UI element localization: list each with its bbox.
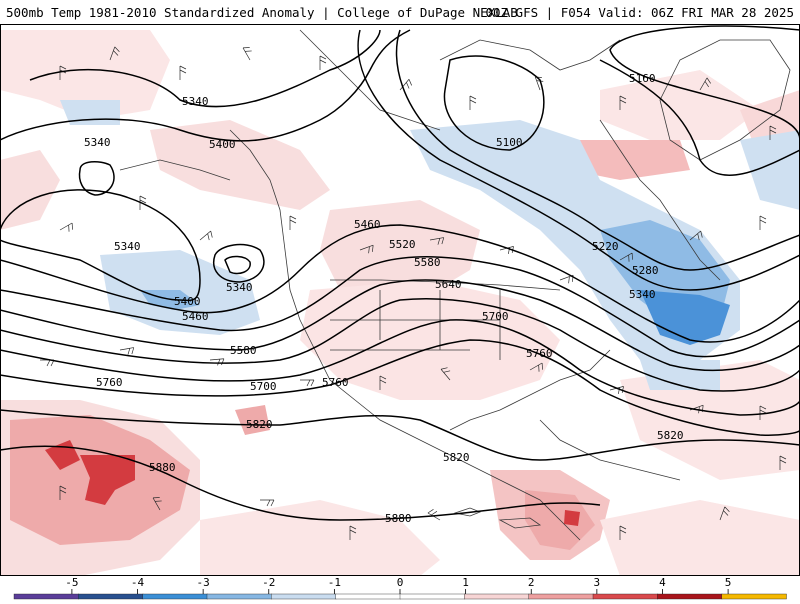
colorbar-segment <box>464 593 530 600</box>
colorbar-segment <box>142 593 208 600</box>
colorbar-tick-label: -4 <box>131 576 145 589</box>
model-run-info: 00Z GFS | F054 Valid: 06Z FRI MAR 28 202… <box>485 5 794 20</box>
contour-label: 5220 <box>592 240 619 253</box>
colorbar-segment <box>78 593 144 600</box>
colorbar-segment <box>335 593 401 600</box>
contour-label: 5340 <box>182 95 209 108</box>
colorbar-segment <box>271 593 337 600</box>
colorbar-segment <box>592 593 659 600</box>
contour-label: 5520 <box>389 238 416 251</box>
colorbar-tick-label: 0 <box>397 576 404 589</box>
colorbar-segment <box>399 593 466 600</box>
contour-label-layer: 5340 5340 5340 5340 5340 5400 5400 5460 … <box>84 72 684 525</box>
contour-label: 5880 <box>385 512 412 525</box>
colorbar-tick-label: 5 <box>725 576 732 589</box>
colorbar-segment <box>657 593 723 600</box>
contour-label: 5820 <box>246 418 273 431</box>
contour-label: 5280 <box>632 264 659 277</box>
contour-label: 5580 <box>414 256 441 269</box>
contour-label: 5760 <box>96 376 123 389</box>
contour-label: 5760 <box>322 376 349 389</box>
contour-label: 5340 <box>226 281 253 294</box>
header-bar: 500mb Temp 1981-2010 Standardized Anomal… <box>0 0 800 24</box>
cold-anomaly-shading <box>60 100 800 390</box>
coastlines <box>119 29 791 541</box>
colorbar-tick-label: -5 <box>65 576 78 589</box>
colorbar-tick-label: 1 <box>462 576 469 589</box>
colorbar: -5 -4 -3 -2 -1 0 1 2 3 4 5 <box>0 576 800 600</box>
colorbar-graphic: -5 -4 -3 -2 -1 0 1 2 3 4 5 <box>13 576 787 600</box>
contour-label: 5760 <box>526 347 553 360</box>
contour-label: 5820 <box>443 451 470 464</box>
contour-label: 5580 <box>230 344 257 357</box>
contour-label: 5340 <box>629 288 656 301</box>
contour-label: 5460 <box>354 218 381 231</box>
contour-label: 5400 <box>209 138 236 151</box>
contour-label: 5640 <box>435 278 462 291</box>
colorbar-segment <box>206 593 273 600</box>
contour-label: 5340 <box>84 136 111 149</box>
colorbar-segment <box>528 593 594 600</box>
height-contours <box>0 25 800 521</box>
colorbar-tick-label: -1 <box>328 576 341 589</box>
map-title: 500mb Temp 1981-2010 Standardized Anomal… <box>6 5 518 20</box>
contour-label: 5700 <box>482 310 509 323</box>
weather-map: 5340 5340 5340 5340 5340 5400 5400 5460 … <box>0 24 800 576</box>
contour-label: 5700 <box>250 380 277 393</box>
colorbar-segment <box>721 593 787 600</box>
contour-label: 5400 <box>174 295 201 308</box>
warm-anomaly-shading <box>0 30 800 576</box>
colorbar-tick-label: 3 <box>594 576 601 589</box>
colorbar-tick-label: 2 <box>528 576 535 589</box>
colorbar-segment <box>13 593 80 600</box>
colorbar-tick-label: 4 <box>659 576 666 589</box>
colorbar-tick-label: -3 <box>197 576 210 589</box>
contour-label: 5820 <box>657 429 684 442</box>
contour-label: 5460 <box>182 310 209 323</box>
contour-label: 5880 <box>149 461 176 474</box>
contour-label: 5340 <box>114 240 141 253</box>
contour-label: 5100 <box>496 136 523 149</box>
contour-label: 5160 <box>629 72 656 85</box>
colorbar-tick-label: -2 <box>262 576 275 589</box>
